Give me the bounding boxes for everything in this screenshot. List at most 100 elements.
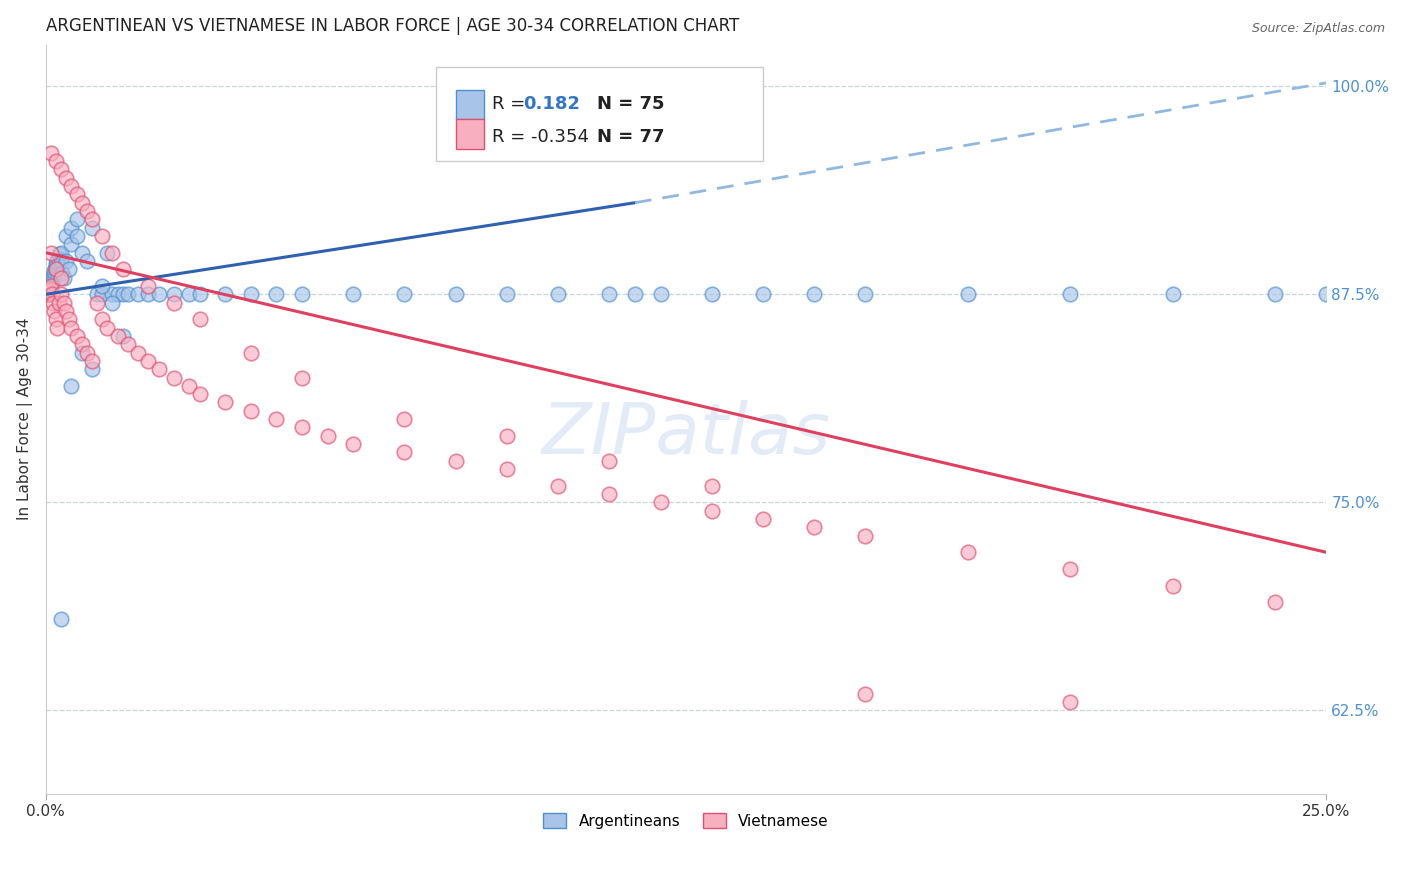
Point: [37, 287, 59, 301]
Point: [70, 345, 93, 359]
Point: [41, 274, 63, 288]
Point: [80, 212, 103, 227]
Point: [46, 320, 69, 334]
Point: [55, 254, 77, 268]
Point: [44, 262, 66, 277]
Point: [1059, 562, 1081, 576]
Point: [70, 195, 93, 210]
Point: [51, 266, 73, 280]
Point: [70, 245, 93, 260]
Text: Source: ZipAtlas.com: Source: ZipAtlas.com: [1251, 22, 1385, 36]
Point: [650, 287, 672, 301]
Point: [51, 162, 73, 177]
Point: [86, 287, 108, 301]
Point: [700, 504, 723, 518]
Point: [188, 287, 211, 301]
Point: [37, 287, 59, 301]
Point: [45, 255, 67, 269]
Point: [148, 362, 170, 376]
Point: [803, 287, 825, 301]
Point: [127, 287, 149, 301]
Point: [101, 245, 124, 260]
Point: [179, 287, 201, 301]
Point: [52, 295, 75, 310]
Point: [42, 295, 65, 310]
Point: [394, 287, 416, 301]
Point: [39, 145, 62, 160]
Point: [136, 279, 159, 293]
Point: [52, 270, 75, 285]
Text: N = 77: N = 77: [596, 128, 664, 145]
Point: [127, 345, 149, 359]
Point: [136, 287, 159, 301]
Point: [316, 429, 339, 443]
Point: [96, 320, 118, 334]
Point: [117, 337, 139, 351]
Point: [42, 264, 65, 278]
Point: [39, 279, 62, 293]
Point: [48, 295, 70, 310]
Point: [266, 412, 288, 426]
Point: [547, 479, 569, 493]
Point: [547, 287, 569, 301]
Point: [65, 329, 87, 343]
Point: [163, 295, 186, 310]
Point: [855, 687, 877, 701]
Point: [39, 280, 62, 294]
Point: [496, 462, 519, 476]
Point: [1315, 287, 1337, 301]
Text: ARGENTINEAN VS VIETNAMESE IN LABOR FORCE | AGE 30-34 CORRELATION CHART: ARGENTINEAN VS VIETNAMESE IN LABOR FORCE…: [46, 17, 740, 35]
Point: [55, 170, 77, 185]
Point: [598, 487, 620, 501]
Point: [41, 287, 63, 301]
Point: [80, 220, 103, 235]
Point: [956, 545, 979, 559]
Point: [148, 287, 170, 301]
Point: [37, 287, 59, 301]
Point: [163, 370, 186, 384]
Point: [394, 412, 416, 426]
Point: [91, 279, 114, 293]
Point: [752, 512, 775, 526]
Point: [266, 287, 288, 301]
Point: [700, 287, 723, 301]
Point: [37, 287, 59, 301]
Point: [1161, 579, 1184, 593]
Point: [624, 287, 647, 301]
Point: [91, 312, 114, 326]
Point: [1059, 695, 1081, 709]
Point: [1264, 287, 1286, 301]
FancyBboxPatch shape: [436, 67, 763, 161]
Text: N = 75: N = 75: [596, 95, 664, 112]
Point: [38, 285, 60, 300]
Point: [42, 268, 65, 282]
Point: [76, 345, 98, 359]
Point: [65, 187, 87, 202]
Point: [855, 529, 877, 543]
Point: [163, 287, 186, 301]
Point: [55, 304, 77, 318]
Point: [60, 237, 83, 252]
Point: [101, 295, 124, 310]
Point: [111, 329, 134, 343]
Text: R =: R =: [492, 95, 524, 112]
Point: [51, 245, 73, 260]
Point: [342, 437, 364, 451]
Text: ZIPatlas: ZIPatlas: [541, 400, 831, 468]
Y-axis label: In Labor Force | Age 30-34: In Labor Force | Age 30-34: [17, 318, 32, 520]
Point: [444, 287, 467, 301]
Point: [956, 287, 979, 301]
Point: [86, 295, 108, 310]
Point: [51, 254, 73, 268]
Point: [51, 612, 73, 626]
Point: [803, 520, 825, 534]
Point: [60, 379, 83, 393]
Point: [58, 312, 80, 326]
Point: [598, 287, 620, 301]
Point: [700, 479, 723, 493]
Bar: [456, 89, 484, 120]
Point: [291, 370, 314, 384]
Point: [239, 345, 262, 359]
Point: [51, 270, 73, 285]
Point: [39, 276, 62, 290]
